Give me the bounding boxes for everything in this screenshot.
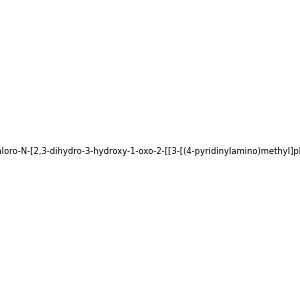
Text: 2-Thiophenecarboxamide,5-chloro-N-[2,3-dihydro-3-hydroxy-1-oxo-2-[[3-[(4-pyridin: 2-Thiophenecarboxamide,5-chloro-N-[2,3-d…	[0, 147, 300, 156]
